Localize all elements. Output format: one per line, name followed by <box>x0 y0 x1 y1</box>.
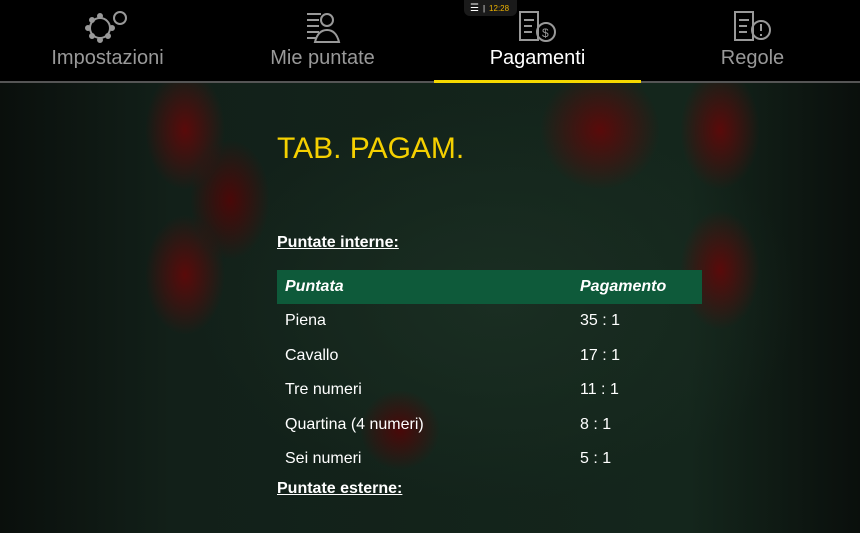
tab-label: Mie puntate <box>270 47 375 69</box>
payout: 17 : 1 <box>580 346 621 364</box>
tab-label: Pagamenti <box>489 47 586 69</box>
menu-icon: ☰ <box>470 2 479 14</box>
status-clock[interactable]: ☰ | 12:28 <box>464 0 517 16</box>
money-document-icon: $ <box>430 0 645 48</box>
bet-name: Cavallo <box>285 346 339 364</box>
payout-content: TAB. PAGAM. Puntate interne: Puntata Paga… <box>277 83 702 498</box>
bet-name: Tre numeri <box>285 381 362 399</box>
payout: 5 : 1 <box>580 450 612 468</box>
table-row: Piena 35 : 1 <box>277 304 702 339</box>
bet-name: Sei numeri <box>285 450 362 468</box>
payout: 8 : 1 <box>580 415 612 433</box>
gears-icon <box>0 0 215 48</box>
table-row: Sei numeri 5 : 1 <box>277 442 702 477</box>
inside-bets-heading: Puntate interne: <box>277 234 399 251</box>
page-title: TAB. PAGAM. <box>277 132 465 165</box>
rules-document-icon <box>645 0 860 48</box>
outside-bets-heading: Puntate esterne: <box>277 479 403 497</box>
bet-name: Quartina (4 numeri) <box>285 415 424 433</box>
payout: 35 : 1 <box>580 312 621 330</box>
payout: 11 : 1 <box>580 381 619 399</box>
tab-regole[interactable]: Regole <box>645 0 860 81</box>
tab-label: Regole <box>720 47 785 69</box>
payout-table: Puntata Pagamento Piena 35 : 1 Cavallo 17 :… <box>277 270 702 477</box>
user-list-icon <box>215 0 430 48</box>
table-row: Quartina (4 numeri) 8 : 1 <box>277 408 702 443</box>
top-nav: Impostazioni Mie puntate $ Pagamenti Reg… <box>0 0 860 83</box>
column-header: Pagamento <box>572 270 702 304</box>
tab-label: Impostazioni <box>51 47 164 69</box>
tab-impostazioni[interactable]: Impostazioni <box>0 0 215 81</box>
table-row: Cavallo 17 : 1 <box>277 339 702 374</box>
tab-pagamenti[interactable]: $ Pagamenti <box>430 0 645 83</box>
svg-text:$: $ <box>542 26 549 40</box>
column-header: Puntata <box>277 270 572 304</box>
clock-time: 12:28 <box>489 3 510 13</box>
table-row: Tre numeri 11 : 1 <box>277 373 702 408</box>
bet-name: Piena <box>285 312 326 330</box>
tab-mie-puntate[interactable]: Mie puntate <box>215 0 430 81</box>
